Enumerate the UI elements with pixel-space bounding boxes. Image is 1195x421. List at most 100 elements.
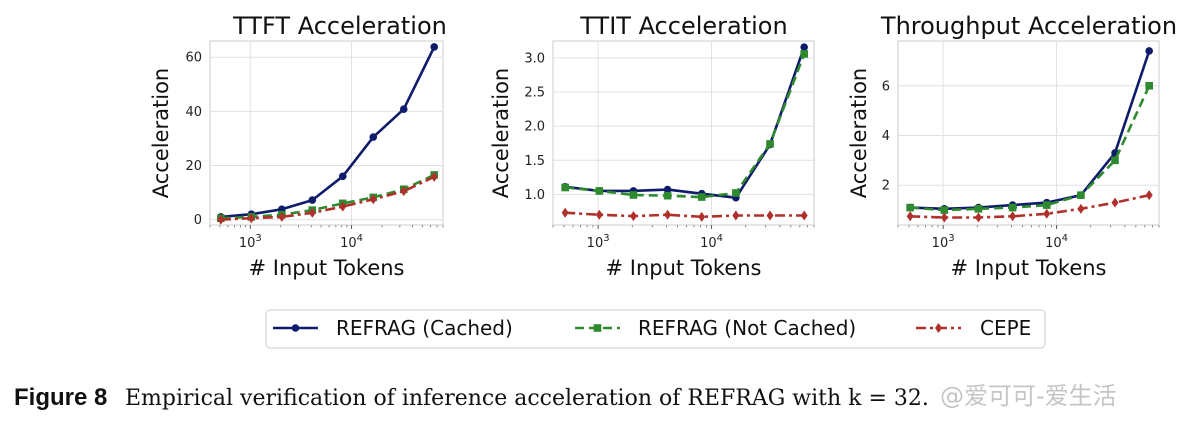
legend: REFRAG (Cached) REFRAG (Not Cached) CEPE — [265, 309, 1046, 349]
chart-panel-3: 103 104 2 4 6 Throughput Acceleration # Input … — [847, 12, 1177, 280]
y-tick-label: 2.5 — [524, 86, 545, 101]
data-point — [906, 203, 914, 212]
data-point — [732, 189, 740, 197]
y-axis-label: Acceleration — [489, 68, 513, 199]
data-point — [940, 212, 948, 223]
series-line — [220, 175, 435, 221]
series-line — [910, 85, 1151, 212]
y-tick-label: 3.0 — [524, 52, 545, 67]
data-point — [430, 171, 438, 182]
data-point — [247, 213, 255, 224]
y-tick-label: 0 — [194, 213, 202, 228]
plot-area — [897, 40, 1160, 226]
x-tick-label: 103 — [587, 233, 610, 251]
chart-panel-2: 103 104 1.0 1.5 2.0 2.5 3.0 TTIT Acceleration # … — [489, 12, 815, 280]
chart-title: TTIT Acceleration — [579, 12, 787, 40]
data-point — [430, 43, 439, 51]
x-tick-label: 103 — [239, 233, 262, 251]
data-point — [697, 193, 706, 201]
data-point — [1145, 190, 1153, 201]
x-tick-label: 103 — [932, 233, 955, 251]
x-axis-label: # Input Tokens — [248, 256, 404, 280]
data-point — [1008, 203, 1017, 212]
y-axis-label: Acceleration — [847, 68, 871, 199]
data-point — [338, 172, 347, 181]
data-point — [906, 211, 914, 222]
legend-marker — [935, 323, 942, 333]
data-point — [339, 201, 347, 212]
data-point — [766, 140, 774, 148]
data-point — [561, 183, 569, 192]
chart-panel-1: 103 104 0 20 40 60 TTFT Acceleration # Input To… — [149, 12, 447, 280]
data-point — [974, 205, 983, 213]
legend-marker — [291, 324, 300, 332]
data-point — [595, 209, 603, 220]
data-point — [629, 211, 637, 222]
data-point — [278, 211, 286, 222]
series-line — [565, 46, 806, 199]
y-tick-label: 4 — [882, 129, 890, 144]
y-tick-label: 2 — [882, 179, 890, 194]
y-tick-label: 1.0 — [524, 188, 545, 203]
caption-text: Empirical verification of inference acce… — [125, 386, 929, 411]
data-point — [766, 210, 774, 221]
data-point — [1077, 191, 1085, 199]
data-point — [698, 211, 706, 222]
data-point — [561, 207, 569, 218]
data-point — [217, 214, 225, 225]
data-point — [663, 185, 672, 194]
y-tick-label: 1.5 — [524, 154, 545, 169]
y-tick-label: 20 — [185, 159, 202, 174]
legend-box — [265, 309, 1046, 349]
x-tick-label: 104 — [340, 233, 363, 251]
data-point — [800, 43, 808, 51]
y-tick-label: 6 — [882, 79, 890, 94]
data-point — [629, 191, 638, 199]
data-point — [1042, 201, 1051, 209]
x-axis-label: # Input Tokens — [950, 256, 1106, 280]
data-point — [800, 50, 808, 58]
series-line — [220, 173, 435, 220]
data-point — [399, 105, 408, 113]
data-point — [1111, 156, 1119, 165]
chart-title: TTFT Acceleration — [232, 12, 447, 40]
data-point — [1145, 47, 1153, 55]
data-point — [1145, 81, 1153, 90]
data-point — [1043, 208, 1051, 219]
data-point — [940, 206, 949, 214]
data-point — [369, 194, 377, 205]
series-line — [910, 50, 1151, 211]
chart-title: Throughput Acceleration — [880, 12, 1177, 40]
legend-label: REFRAG (Not Cached) — [638, 316, 856, 340]
data-point — [308, 207, 316, 218]
series-line — [565, 211, 805, 219]
data-point — [369, 133, 378, 141]
caption-label: Figure 8 — [14, 384, 108, 411]
series-line — [910, 193, 1150, 219]
series-line — [220, 46, 436, 219]
watermark: @爱可可-爱生活 — [940, 382, 1117, 410]
series-line — [565, 53, 806, 199]
data-point — [1009, 211, 1017, 222]
legend-marker — [593, 324, 602, 332]
data-point — [308, 196, 317, 204]
data-point — [800, 210, 808, 221]
data-point — [595, 187, 604, 195]
y-axis-label: Acceleration — [149, 68, 173, 199]
data-point — [732, 210, 740, 221]
data-point — [1077, 203, 1085, 214]
legend-label: REFRAG (Cached) — [336, 316, 513, 340]
y-tick-label: 60 — [185, 51, 202, 66]
data-point — [1111, 197, 1119, 208]
x-tick-label: 104 — [1045, 233, 1068, 251]
y-tick-label: 2.0 — [524, 120, 545, 135]
data-point — [664, 209, 672, 220]
data-point — [663, 191, 672, 200]
x-axis-label: # Input Tokens — [605, 256, 761, 280]
y-tick-label: 40 — [185, 105, 202, 120]
x-tick-label: 104 — [700, 233, 723, 251]
plot-area — [209, 40, 444, 226]
legend-label: CEPE — [980, 316, 1031, 340]
figure-caption: Figure 8 Empirical verification of infer… — [14, 383, 929, 412]
